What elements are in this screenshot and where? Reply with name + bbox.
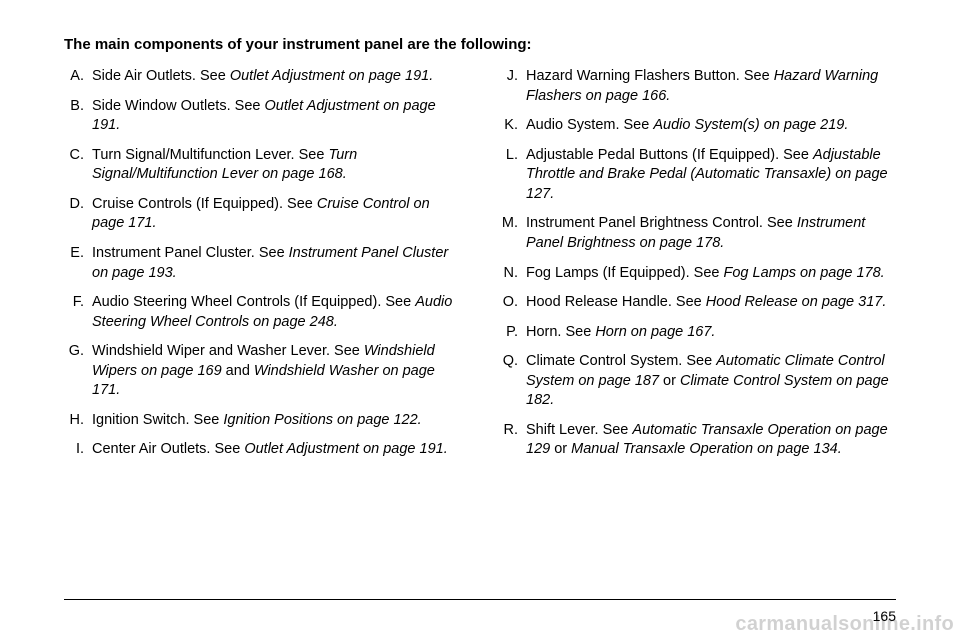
watermark: carmanualsonline.info <box>735 613 954 636</box>
item-reference: Outlet Adjustment on page 191. <box>244 441 447 457</box>
item-reference: Audio System(s) on page 219. <box>653 117 848 133</box>
item-reference: Horn on page 167. <box>595 324 715 340</box>
list-item: F.Audio Steering Wheel Controls (If Equi… <box>64 293 462 332</box>
item-text: Instrument Panel Cluster. See Instrument… <box>92 244 462 283</box>
list-item: K.Audio System. See Audio System(s) on p… <box>498 116 896 136</box>
list-item: L.Adjustable Pedal Buttons (If Equipped)… <box>498 146 896 205</box>
list-item: I.Center Air Outlets. See Outlet Adjustm… <box>64 440 462 460</box>
item-letter: B. <box>64 97 92 136</box>
item-letter: P. <box>498 323 526 343</box>
item-letter: Q. <box>498 352 526 411</box>
item-reference: Outlet Adjustment on page 191. <box>230 68 433 84</box>
item-text: Audio System. See Audio System(s) on pag… <box>526 116 896 136</box>
item-reference: Audio Steering Wheel Controls on page 24… <box>92 294 452 330</box>
item-letter: O. <box>498 293 526 313</box>
item-text: Turn Signal/Multifunction Lever. See Tur… <box>92 146 462 185</box>
item-text: Shift Lever. See Automatic Transaxle Ope… <box>526 421 896 460</box>
list-item: P.Horn. See Horn on page 167. <box>498 323 896 343</box>
item-text: Ignition Switch. See Ignition Positions … <box>92 411 462 431</box>
item-text: Hood Release Handle. See Hood Release on… <box>526 293 896 313</box>
item-reference: Fog Lamps on page 178. <box>723 265 884 281</box>
item-letter: J. <box>498 67 526 106</box>
left-list: A.Side Air Outlets. See Outlet Adjustmen… <box>64 67 462 460</box>
item-letter: L. <box>498 146 526 205</box>
item-text: Side Window Outlets. See Outlet Adjustme… <box>92 97 462 136</box>
item-text: Cruise Controls (If Equipped). See Cruis… <box>92 195 462 234</box>
item-text: Horn. See Horn on page 167. <box>526 323 896 343</box>
item-letter: A. <box>64 67 92 87</box>
item-letter: E. <box>64 244 92 283</box>
item-reference: Manual Transaxle Operation on page 134. <box>571 441 842 457</box>
list-item: D.Cruise Controls (If Equipped). See Cru… <box>64 195 462 234</box>
left-column: A.Side Air Outlets. See Outlet Adjustmen… <box>64 67 462 470</box>
item-letter: I. <box>64 440 92 460</box>
item-reference: Cruise Control on page 171. <box>92 196 430 232</box>
item-letter: M. <box>498 214 526 253</box>
list-item: B.Side Window Outlets. See Outlet Adjust… <box>64 97 462 136</box>
item-text: Climate Control System. See Automatic Cl… <box>526 352 896 411</box>
item-text: Center Air Outlets. See Outlet Adjustmen… <box>92 440 462 460</box>
item-letter: N. <box>498 264 526 284</box>
item-text: Hazard Warning Flashers Button. See Haza… <box>526 67 896 106</box>
item-letter: H. <box>64 411 92 431</box>
item-text: Fog Lamps (If Equipped). See Fog Lamps o… <box>526 264 896 284</box>
list-item: Q.Climate Control System. See Automatic … <box>498 352 896 411</box>
list-item: H.Ignition Switch. See Ignition Position… <box>64 411 462 431</box>
item-reference: Ignition Positions on page 122. <box>223 412 421 428</box>
list-item: A.Side Air Outlets. See Outlet Adjustmen… <box>64 67 462 87</box>
footer-rule <box>64 599 896 600</box>
item-letter: F. <box>64 293 92 332</box>
content-columns: A.Side Air Outlets. See Outlet Adjustmen… <box>64 67 896 470</box>
item-reference: Adjustable Throttle and Brake Pedal (Aut… <box>526 147 888 202</box>
list-item: N.Fog Lamps (If Equipped). See Fog Lamps… <box>498 264 896 284</box>
item-letter: R. <box>498 421 526 460</box>
item-text: Adjustable Pedal Buttons (If Equipped). … <box>526 146 896 205</box>
right-column: J.Hazard Warning Flashers Button. See Ha… <box>498 67 896 470</box>
item-text: Side Air Outlets. See Outlet Adjustment … <box>92 67 462 87</box>
list-item: J.Hazard Warning Flashers Button. See Ha… <box>498 67 896 106</box>
list-item: R.Shift Lever. See Automatic Transaxle O… <box>498 421 896 460</box>
item-reference: Hazard Warning Flashers on page 166. <box>526 68 878 104</box>
item-reference: Instrument Panel Cluster on page 193. <box>92 245 448 281</box>
item-text: Instrument Panel Brightness Control. See… <box>526 214 896 253</box>
item-reference: Instrument Panel Brightness on page 178. <box>526 215 865 251</box>
item-letter: G. <box>64 342 92 401</box>
item-letter: K. <box>498 116 526 136</box>
item-letter: D. <box>64 195 92 234</box>
list-item: G.Windshield Wiper and Washer Lever. See… <box>64 342 462 401</box>
item-text: Audio Steering Wheel Controls (If Equipp… <box>92 293 462 332</box>
item-letter: C. <box>64 146 92 185</box>
item-reference: Outlet Adjustment on page 191. <box>92 98 436 134</box>
list-item: E.Instrument Panel Cluster. See Instrume… <box>64 244 462 283</box>
item-reference: Turn Signal/Multifunction Lever on page … <box>92 147 357 183</box>
list-item: C.Turn Signal/Multifunction Lever. See T… <box>64 146 462 185</box>
item-reference: Hood Release on page 317. <box>706 294 887 310</box>
item-text: Windshield Wiper and Washer Lever. See W… <box>92 342 462 401</box>
right-list: J.Hazard Warning Flashers Button. See Ha… <box>498 67 896 460</box>
list-item: M.Instrument Panel Brightness Control. S… <box>498 214 896 253</box>
page-heading: The main components of your instrument p… <box>64 36 896 53</box>
list-item: O.Hood Release Handle. See Hood Release … <box>498 293 896 313</box>
